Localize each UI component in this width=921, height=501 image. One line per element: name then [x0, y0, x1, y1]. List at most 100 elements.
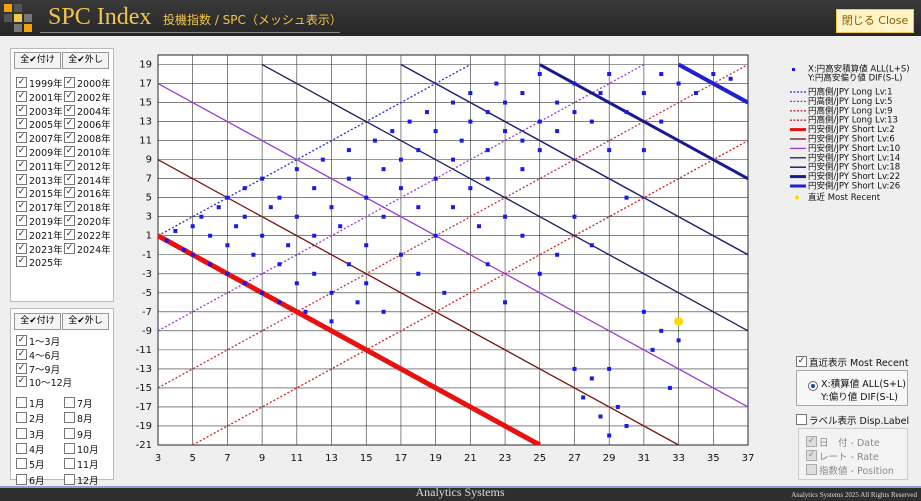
legend-label: 円安側/JPY Short Lv:26	[808, 181, 900, 192]
checkbox	[806, 450, 817, 461]
checkbox[interactable]	[64, 228, 75, 240]
scatter-point	[598, 414, 603, 419]
checkbox[interactable]	[64, 90, 75, 102]
close-button[interactable]: 閉じる Close	[836, 9, 914, 33]
x-tick-label: 37	[742, 453, 755, 464]
plot-area	[157, 54, 749, 446]
scatter-point	[537, 119, 542, 124]
checkbox[interactable]	[16, 242, 27, 254]
scatter-point	[607, 148, 612, 153]
x-tick-label: 31	[638, 453, 651, 464]
checkbox[interactable]	[16, 90, 27, 102]
scatter-point	[398, 157, 403, 162]
scatter-point	[581, 395, 586, 400]
checkbox[interactable]	[16, 412, 27, 424]
checkbox[interactable]	[16, 201, 27, 213]
checkbox[interactable]	[16, 146, 27, 157]
checkbox[interactable]	[16, 362, 27, 374]
checkbox[interactable]	[16, 77, 27, 88]
checkbox[interactable]	[64, 132, 75, 144]
legend-label: 直近 Most Recent	[808, 192, 881, 203]
scatter-point	[659, 328, 664, 333]
scatter-point	[503, 214, 508, 219]
y-tick-label: -7	[142, 307, 152, 318]
checkbox[interactable]	[16, 228, 27, 240]
checkbox[interactable]	[16, 427, 27, 439]
checkbox[interactable]	[16, 104, 27, 116]
y-tick-label: 7	[146, 174, 152, 185]
checkbox[interactable]	[16, 458, 27, 470]
scatter-point	[346, 148, 351, 153]
y-tick-label: -5	[142, 288, 152, 299]
checkbox[interactable]	[16, 348, 27, 360]
checkbox-label: 2011年	[29, 161, 63, 173]
scatter-point	[424, 110, 429, 115]
scatter-point	[208, 233, 213, 238]
checkbox-label: 10月	[77, 444, 99, 456]
checkbox[interactable]	[64, 412, 75, 424]
scatter-point	[607, 366, 612, 371]
y-tick-label: -21	[136, 440, 152, 451]
axis-option-x: X:積算値 ALL(S+L)	[821, 379, 907, 390]
checkbox[interactable]	[16, 118, 27, 130]
checkbox[interactable]	[16, 397, 27, 408]
radio-button[interactable]	[808, 381, 818, 391]
scatter-point	[268, 205, 273, 210]
checkbox-label: 1〜3月	[29, 337, 61, 348]
checkbox[interactable]	[64, 187, 75, 199]
checkbox[interactable]	[796, 356, 807, 367]
checkbox[interactable]	[64, 159, 75, 171]
checkbox[interactable]	[64, 173, 75, 185]
checkbox[interactable]	[16, 256, 27, 268]
y-tick-label: 5	[146, 193, 152, 204]
scatter-point	[503, 129, 508, 134]
scatter-point	[216, 205, 221, 210]
checkbox[interactable]	[64, 473, 75, 485]
x-tick-label: 29	[603, 453, 616, 464]
checkbox[interactable]	[16, 442, 27, 454]
checkbox[interactable]	[64, 118, 75, 130]
checkbox[interactable]	[64, 427, 75, 439]
checkbox-label: 2005年	[29, 120, 63, 132]
checkbox[interactable]	[16, 215, 27, 226]
scatter-point	[624, 110, 629, 115]
checkbox[interactable]	[64, 215, 75, 226]
scatter-point	[312, 271, 317, 276]
check-all-button[interactable]: 全✔付け	[14, 52, 61, 69]
checkbox-label: 6月	[29, 475, 45, 487]
checkbox[interactable]	[64, 442, 75, 454]
checkbox-label: 10〜12月	[29, 378, 73, 390]
checkbox[interactable]	[16, 335, 27, 346]
checkbox-label: 2025年	[29, 258, 63, 270]
checkbox[interactable]	[796, 414, 807, 425]
scatter-point	[477, 224, 482, 229]
checkbox[interactable]	[64, 201, 75, 213]
legend-label: 円高側/JPY Long Lv:9	[808, 105, 893, 116]
y-tick-label: -9	[142, 326, 152, 337]
checkbox[interactable]	[64, 397, 75, 408]
checkbox[interactable]	[64, 242, 75, 254]
header	[0, 0, 921, 36]
checkbox-label: 2008年	[77, 134, 111, 146]
title-underline	[40, 32, 340, 33]
checkbox[interactable]	[16, 376, 27, 388]
checkbox[interactable]	[16, 132, 27, 144]
checkbox[interactable]	[64, 458, 75, 470]
checkbox[interactable]	[64, 146, 75, 157]
checkbox[interactable]	[64, 77, 75, 88]
scatter-point	[451, 205, 455, 210]
scatter-point	[676, 338, 681, 343]
uncheck-all-button[interactable]: 全✔外し	[62, 313, 109, 330]
legend-y-label: Y:円高安偏り値 DIF(S-L)	[807, 73, 902, 84]
scatter-point	[607, 72, 612, 77]
scatter-point	[190, 252, 195, 257]
checkbox[interactable]	[16, 187, 27, 199]
check-all-button[interactable]: 全✔付け	[14, 313, 61, 330]
checkbox[interactable]	[16, 473, 27, 485]
checkbox[interactable]	[16, 173, 27, 185]
checkbox[interactable]	[64, 104, 75, 116]
y-tick-label: 19	[139, 60, 152, 71]
checkbox[interactable]	[16, 159, 27, 171]
checkbox-label: 2004年	[77, 106, 111, 118]
uncheck-all-button[interactable]: 全✔外し	[62, 52, 109, 69]
